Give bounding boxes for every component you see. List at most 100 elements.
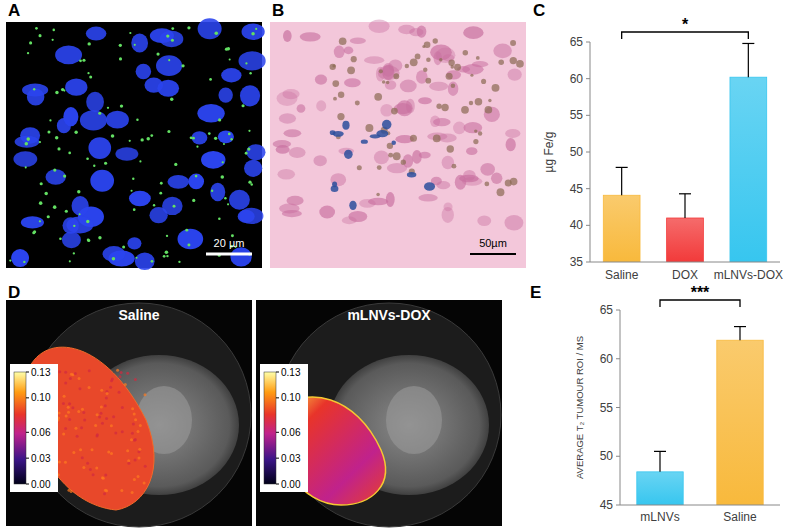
tumour-texture [133,439,136,442]
y-axis-label: µg Fe/g [542,132,556,173]
tumour-texture [63,395,66,398]
panel-b-image: 50µm [270,19,526,268]
cell [506,138,516,151]
tumour-texture [124,383,127,386]
pigment [410,135,417,142]
particle [168,59,170,61]
field-of-view [277,303,501,527]
cell [277,91,298,106]
tumour-texture [103,492,106,495]
particle [35,27,38,30]
tumour-texture [144,393,147,396]
particle [86,157,89,160]
tumour-texture [127,462,130,465]
panel-label: A [8,1,20,20]
significance-label: * [682,16,689,33]
particle [25,142,29,146]
error-cap [742,43,754,44]
tumour-texture [104,474,107,477]
nucleus [177,229,203,249]
particle [214,137,217,140]
image-background [256,300,502,526]
x-tick-label: DOX [672,268,698,282]
nucleus [55,46,82,65]
pigment [446,73,453,80]
tumour-texture [143,481,146,484]
iron-stain [349,201,356,210]
tumour-texture [134,418,137,421]
tumour-texture [82,466,85,469]
colorbar-tick-label: 0.03 [281,453,301,464]
pigment [488,99,491,102]
tumour-texture [71,406,74,409]
x-tick-label: Saline [723,510,757,524]
particle [26,137,30,141]
panel-label: D [8,283,20,302]
cell [429,82,448,91]
particle [39,220,41,222]
particle [181,64,184,67]
cell [412,150,422,164]
tumour-texture [105,397,108,400]
image-title: mLNVs-DOX [347,307,431,323]
particle [166,255,168,257]
cell [300,32,321,41]
tumour-texture [98,416,101,419]
pigment [469,101,473,105]
pigment [476,56,480,60]
particle [136,118,138,120]
pigment [357,165,362,170]
particle [221,175,225,179]
cell [277,169,295,179]
pigment [447,145,454,152]
particle [153,204,155,206]
y-tick-label: 50 [570,145,584,159]
particle [159,192,162,195]
particle [248,130,250,132]
particle [250,183,252,185]
y-tick-label: 65 [600,303,614,317]
cell [430,115,440,127]
cell [466,147,477,155]
particle [39,141,41,143]
particle [140,138,143,141]
particle [39,201,43,205]
pigment [473,139,478,144]
bar-chart: 4550556065mLNVsSalineAVERAGE T₂ TUMOUR R… [574,284,780,524]
y-tick-label: 35 [570,255,584,269]
colorbar [264,372,276,484]
particle [53,168,56,171]
nucleus [218,87,232,102]
particle [214,32,218,36]
particle [87,72,89,74]
tumour-texture [58,370,61,373]
pigment [433,38,438,43]
nucleus [129,191,151,207]
scale-bar-label: 50µm [479,237,507,249]
y-tick [586,42,590,43]
particle [49,119,51,121]
y-tick [616,358,620,359]
tumour-texture [76,435,79,438]
particle [249,72,251,74]
colorbar-tick [276,372,279,373]
particle [171,39,174,42]
tumour-texture [64,427,67,430]
y-tick [586,115,590,116]
nucleus [21,216,44,228]
nucleus [90,170,114,192]
pigment [374,93,382,101]
particle [187,26,190,29]
tumour-texture [133,478,136,481]
y-tick [616,505,620,506]
nucleus [80,110,107,130]
particle [167,130,170,133]
cell [279,113,296,123]
particle [222,161,224,163]
y-tick-label: 60 [600,352,614,366]
tumour-texture [86,462,89,465]
particle [87,239,90,242]
cell [287,196,304,206]
iron-stain [331,185,339,192]
pigment [452,164,457,169]
